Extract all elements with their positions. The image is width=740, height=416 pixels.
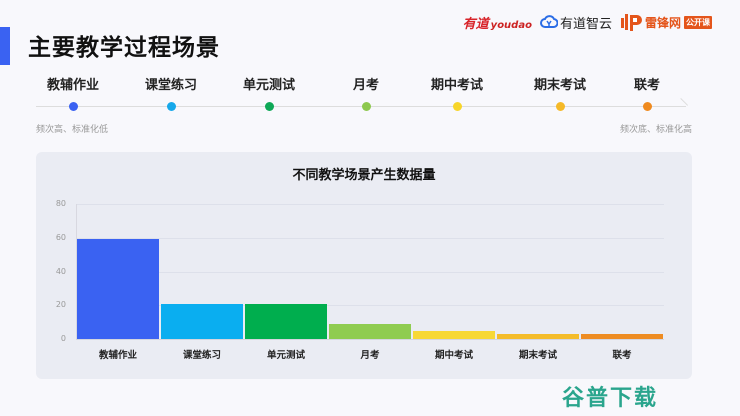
bar	[77, 239, 159, 339]
stage-dot-icon	[452, 102, 462, 111]
leifeng-logo: 雷锋网 公开课	[620, 12, 712, 32]
timeline-left-note: 频次高、标准化低	[36, 125, 109, 135]
youdao-zhiyun-logo: 有道智云	[539, 13, 612, 32]
title-accent-bar	[0, 27, 10, 65]
stage-dot-icon	[166, 102, 176, 111]
timeline-stage: 教辅作业	[33, 76, 113, 111]
bar-series: 教辅作业 课堂练习 单元测试 月考 期中考试 期末考试 联考	[76, 204, 664, 361]
leifeng-mark-icon	[620, 14, 642, 31]
partner-logos: 有道 youdao 有道智云 雷锋网 公开课	[463, 12, 712, 32]
y-tick-label: 20	[55, 300, 66, 310]
timeline-right-note: 频次底、标准化高	[619, 125, 692, 135]
y-tick-label: 40	[55, 266, 66, 276]
timeline-stage: 课堂练习	[131, 76, 211, 111]
x-tick-label: 单元测试	[266, 350, 305, 361]
stage-dot-icon	[264, 102, 274, 111]
stage-dot-icon	[68, 102, 78, 111]
cloud-icon	[539, 15, 558, 28]
bar	[581, 333, 663, 339]
x-tick-label: 教辅作业	[98, 350, 137, 361]
scene-timeline: 教辅作业 课堂练习 单元测试 月考 期中考试 期末考试 联考 频次高、标准化低 …	[36, 76, 692, 136]
stage-dot-icon	[361, 102, 371, 111]
x-tick-label: 课堂练习	[182, 350, 221, 361]
stage-dot-icon	[555, 102, 565, 111]
y-axis-line	[76, 204, 77, 339]
youdao-logo: 有道 youdao	[462, 16, 532, 32]
page-title: 主要教学过程场景	[28, 35, 220, 61]
timeline-stage: 联考	[607, 76, 687, 111]
x-axis-line	[76, 339, 664, 340]
timeline-stage: 期中考试	[417, 76, 497, 111]
y-tick-label: 0	[60, 334, 66, 343]
watermark: 谷普下载	[562, 386, 659, 411]
timeline-line	[36, 106, 686, 107]
stage-dot-icon	[642, 102, 652, 111]
bar	[245, 303, 327, 339]
gridline	[76, 305, 664, 307]
chart-title: 不同教学场景产生数据量	[292, 168, 436, 183]
y-tick-label: 60	[55, 232, 66, 242]
timeline-stage: 期末考试	[520, 76, 600, 111]
x-tick-label: 联考	[612, 350, 632, 361]
bar	[497, 333, 579, 339]
chart-card: 不同教学场景产生数据量 80 60 40 20 0 教辅作业 课堂练习 单元测试 月考…	[36, 152, 692, 379]
bar	[161, 303, 243, 339]
timeline-stage: 单元测试	[229, 76, 309, 111]
x-tick-label: 月考	[360, 350, 380, 361]
bar	[329, 323, 411, 339]
bar	[413, 331, 495, 339]
x-tick-label: 期中考试	[434, 350, 473, 361]
gridline	[76, 237, 664, 239]
y-tick-label: 80	[55, 199, 66, 208]
gridline	[76, 271, 664, 273]
x-tick-label: 期末考试	[518, 350, 557, 361]
timeline-stage: 月考	[326, 76, 406, 111]
gridline	[76, 204, 664, 205]
chart-plot-area: 80 60 40 20 0 教辅作业 课堂练习 单元测试 月考 期中考试 期末考试 联考	[56, 199, 664, 361]
